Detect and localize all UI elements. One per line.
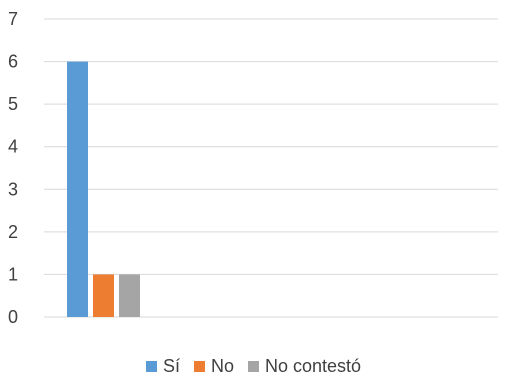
legend-swatch-no-contesto [247, 361, 259, 372]
legend-item-no: No [193, 356, 234, 377]
legend-swatch-no [193, 361, 205, 372]
bar-no [93, 274, 114, 317]
y-tick-label-4: 4 [8, 137, 18, 157]
y-tick-label-6: 6 [8, 52, 18, 72]
y-tick-label-1: 1 [8, 264, 18, 284]
legend-label-no: No [210, 356, 234, 376]
legend-label-no-contesto: No contestó [264, 356, 362, 376]
legend-item-no-contesto: No contestó [247, 356, 362, 377]
y-tick-label-3: 3 [8, 179, 18, 199]
legend-swatch-si [145, 361, 157, 372]
y-tick-label-2: 2 [8, 222, 18, 242]
bar-no-contest- [119, 274, 140, 317]
y-tick-label-7: 7 [8, 9, 18, 29]
legend-item-si: Sí [145, 356, 180, 377]
y-tick-label-0: 0 [8, 307, 18, 327]
chart-legend: Sí No No contestó [0, 356, 507, 377]
bar-s- [67, 61, 88, 318]
y-tick-label-5: 5 [8, 94, 18, 114]
legend-label-si: Sí [162, 356, 180, 376]
